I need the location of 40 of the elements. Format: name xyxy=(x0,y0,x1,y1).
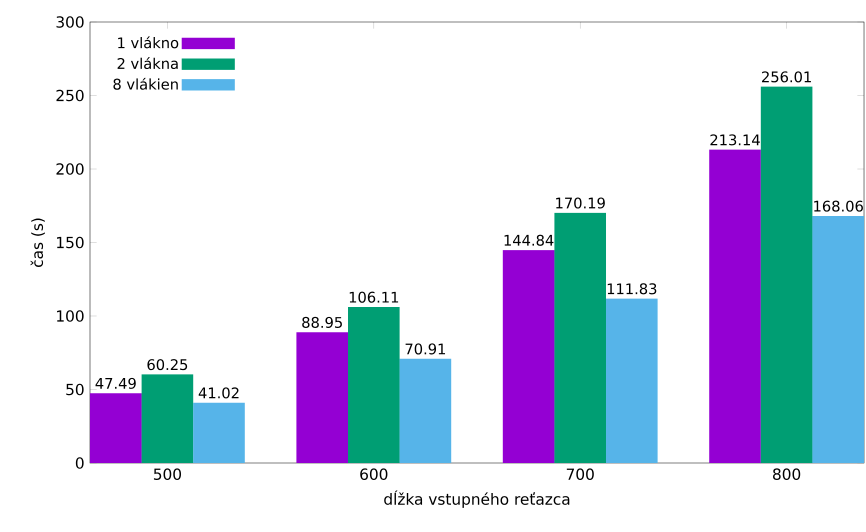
y-tick-label: 300 xyxy=(56,16,84,28)
y-tick-label: 200 xyxy=(56,163,84,175)
legend-label: 2 vlákna xyxy=(118,57,178,70)
bar xyxy=(709,150,761,463)
bar xyxy=(554,212,606,463)
bar xyxy=(502,250,554,463)
bar xyxy=(348,307,400,463)
data-label: 213.14 xyxy=(710,134,760,146)
bar xyxy=(142,374,194,463)
legend-label: 8 vlákien xyxy=(113,78,178,90)
bar xyxy=(193,402,245,463)
data-label: 88.95 xyxy=(302,316,342,328)
bar xyxy=(296,332,348,463)
data-label: 111.83 xyxy=(608,283,656,294)
y-tick-label: 0 xyxy=(76,457,84,469)
data-label: 41.02 xyxy=(198,387,239,398)
data-label: 170.19 xyxy=(556,197,605,209)
bar xyxy=(812,216,864,463)
data-label: 106.11 xyxy=(350,292,398,303)
data-label: 47.49 xyxy=(96,378,136,389)
bar xyxy=(90,393,142,463)
bar xyxy=(606,298,658,463)
x-tick-label: 800 xyxy=(773,468,800,480)
data-label: 256.01 xyxy=(762,71,811,82)
legend-label: 1 vlákno xyxy=(118,36,178,48)
x-axis-title: dĺžka vstupného reťazca xyxy=(384,490,570,508)
data-label: 168.06 xyxy=(814,200,863,212)
y-tick-label: 100 xyxy=(57,310,84,322)
y-tick-label: 50 xyxy=(66,384,84,396)
bar xyxy=(760,86,812,463)
y-axis-title: čas (s) xyxy=(30,218,45,267)
y-tick-label: 150 xyxy=(57,236,84,248)
data-label: 60.25 xyxy=(147,359,188,370)
x-tick-label: 500 xyxy=(154,468,182,480)
x-tick-label: 700 xyxy=(566,468,594,480)
x-tick-label: 600 xyxy=(360,468,388,480)
data-label: 70.91 xyxy=(406,343,446,354)
data-label: 144.84 xyxy=(504,234,554,246)
bar xyxy=(400,358,452,463)
y-tick-label: 250 xyxy=(56,90,84,102)
